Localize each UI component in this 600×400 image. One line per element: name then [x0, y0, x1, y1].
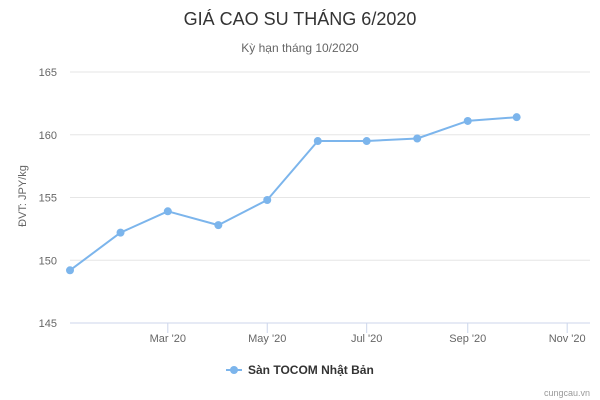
y-tick-label: 160 — [39, 130, 57, 142]
y-tick-label: 155 — [39, 193, 57, 205]
x-tick-label: Mar '20 — [150, 333, 186, 345]
chart-title: GIÁ CAO SU THÁNG 6/2020 — [184, 9, 417, 29]
data-point[interactable] — [66, 266, 74, 275]
data-point[interactable] — [463, 116, 472, 125]
y-axis-title: ĐVT: JPY/kg — [17, 165, 29, 227]
data-point[interactable] — [313, 137, 322, 146]
data-point[interactable] — [116, 228, 125, 237]
x-tick-label: May '20 — [248, 333, 286, 345]
y-tick-label: 150 — [39, 255, 57, 267]
legend[interactable]: Sàn TOCOM Nhật Bản — [226, 363, 374, 377]
y-tick-label: 145 — [39, 318, 57, 330]
grid-lines — [70, 71, 590, 261]
data-point[interactable] — [413, 134, 422, 143]
data-point[interactable] — [512, 113, 521, 122]
legend-label[interactable]: Sàn TOCOM Nhật Bản — [248, 363, 374, 377]
x-tick-label: Jul '20 — [351, 333, 382, 345]
legend-dot-marker — [230, 366, 238, 374]
y-axis-ticks: 145 150 155 160 165 — [39, 67, 57, 330]
x-axis-ticks: Mar '20 May '20 Jul '20 Sep '20 Nov '20 — [150, 323, 586, 345]
data-point[interactable] — [263, 196, 272, 205]
x-tick-label: Sep '20 — [449, 333, 486, 345]
x-tick-label: Nov '20 — [549, 333, 586, 345]
credit-text[interactable]: cungcau.vn — [544, 388, 590, 398]
data-point[interactable] — [362, 137, 371, 146]
y-tick-label: 165 — [39, 67, 57, 79]
series-line — [69, 116, 517, 272]
data-point[interactable] — [214, 221, 223, 230]
series-layer — [66, 113, 521, 275]
data-point[interactable] — [163, 207, 172, 216]
chart-subtitle: Kỳ hạn tháng 10/2020 — [241, 41, 359, 55]
